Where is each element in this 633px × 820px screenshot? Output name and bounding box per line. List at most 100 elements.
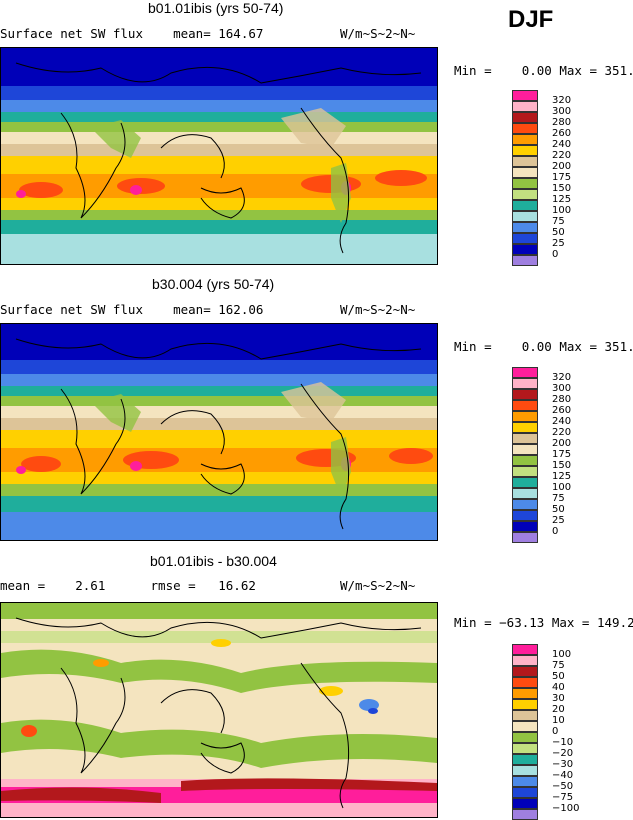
legend-swatch [512,721,538,732]
legend-swatch [512,112,538,123]
legend-swatch [512,699,538,710]
legend-swatch [512,444,538,455]
legend-label: 260 [552,405,572,416]
legend-swatch [512,189,538,200]
legend-label: 25 [552,238,565,249]
panel-1-map-field [1,48,437,264]
legend-label: 75 [552,493,565,504]
legend-swatch [512,123,538,134]
legend-label: −10 [552,737,574,748]
legend-label: 100 [552,482,572,493]
legend-label: 75 [552,660,565,671]
legend-swatch [512,521,538,532]
panel-3-map [0,602,438,818]
legend-label: 10 [552,715,565,726]
legend-label: 320 [552,95,572,106]
panel-2-map [0,323,438,541]
legend-swatch [512,389,538,400]
legend-label: 300 [552,383,572,394]
legend-swatch [512,732,538,743]
legend-swatch [512,156,538,167]
legend-label: 175 [552,449,572,460]
legend-label: 125 [552,471,572,482]
legend-swatch [512,134,538,145]
legend-swatch [512,488,538,499]
panel-3-units: W/m~S~2~N~ [340,578,416,593]
legend-swatch [512,477,538,488]
legend-swatch [512,510,538,521]
legend-swatch [512,145,538,156]
legend-swatch [512,710,538,721]
legend-label: 0 [552,526,559,537]
panel-1-map [0,47,438,265]
legend-swatch [512,644,538,655]
panel-1-units: W/m~S~2~N~ [340,26,416,41]
panel-2-minmax: Min = 0.00 Max = 351.81 [454,339,633,354]
legend-label: 50 [552,504,565,515]
legend-label: 200 [552,438,572,449]
legend-label: −40 [552,770,574,781]
legend-label: 125 [552,194,572,205]
legend-label: 0 [552,726,559,737]
legend-swatch [512,787,538,798]
panel-2-units: W/m~S~2~N~ [340,302,416,317]
legend-label: 280 [552,117,572,128]
legend-swatch [512,655,538,666]
panel-2-map-field [1,324,437,540]
legend-swatch [512,809,538,820]
legend-swatch [512,367,538,378]
legend-label: 240 [552,139,572,150]
legend-swatch [512,776,538,787]
legend-swatch [512,167,538,178]
legend-label: 30 [552,693,565,704]
legend-label: 320 [552,372,572,383]
legend-swatch [512,244,538,255]
legend-label: 100 [552,205,572,216]
panel-3-minmax: Min = −63.13 Max = 149.28 [454,615,633,630]
legend-swatch [512,255,538,266]
legend-label: 50 [552,671,565,682]
legend-label: 260 [552,128,572,139]
legend-swatch [512,765,538,776]
legend-swatch [512,532,538,543]
legend-swatch [512,743,538,754]
legend-label: 75 [552,216,565,227]
legend-label: −100 [552,803,580,814]
legend-label: 100 [552,649,572,660]
legend-label: 200 [552,161,572,172]
legend-label: 40 [552,682,565,693]
panel-3-map-field [1,603,437,817]
legend-swatch [512,411,538,422]
legend-label: 300 [552,106,572,117]
legend-label: 175 [552,172,572,183]
legend-swatch [512,688,538,699]
legend-swatch [512,499,538,510]
legend-swatch [512,378,538,389]
legend-swatch [512,101,538,112]
legend-swatch [512,400,538,411]
legend-label: 50 [552,227,565,238]
legend-swatch [512,90,538,101]
season-label: DJF [508,6,554,33]
panel-1-minmax: Min = 0.00 Max = 351.84 [454,63,633,78]
legend-swatch [512,754,538,765]
legend-swatch [512,222,538,233]
panel-2-title: b30.004 (yrs 50-74) [152,276,275,292]
legend-label: 150 [552,460,572,471]
legend-label: 20 [552,704,565,715]
legend-swatch [512,433,538,444]
legend-swatch [512,178,538,189]
legend-label: 240 [552,416,572,427]
legend-swatch [512,200,538,211]
legend-swatch [512,677,538,688]
legend-label: −75 [552,792,574,803]
legend-swatch [512,666,538,677]
legend-label: −30 [552,759,574,770]
legend-swatch [512,422,538,433]
panel-3-stats: mean = 2.61 rmse = 16.62 [0,578,256,593]
legend-swatch [512,466,538,477]
legend-label: 0 [552,249,559,260]
legend-swatch [512,211,538,222]
panel-3-title: b01.01ibis - b30.004 [150,553,277,569]
legend-label: 280 [552,394,572,405]
